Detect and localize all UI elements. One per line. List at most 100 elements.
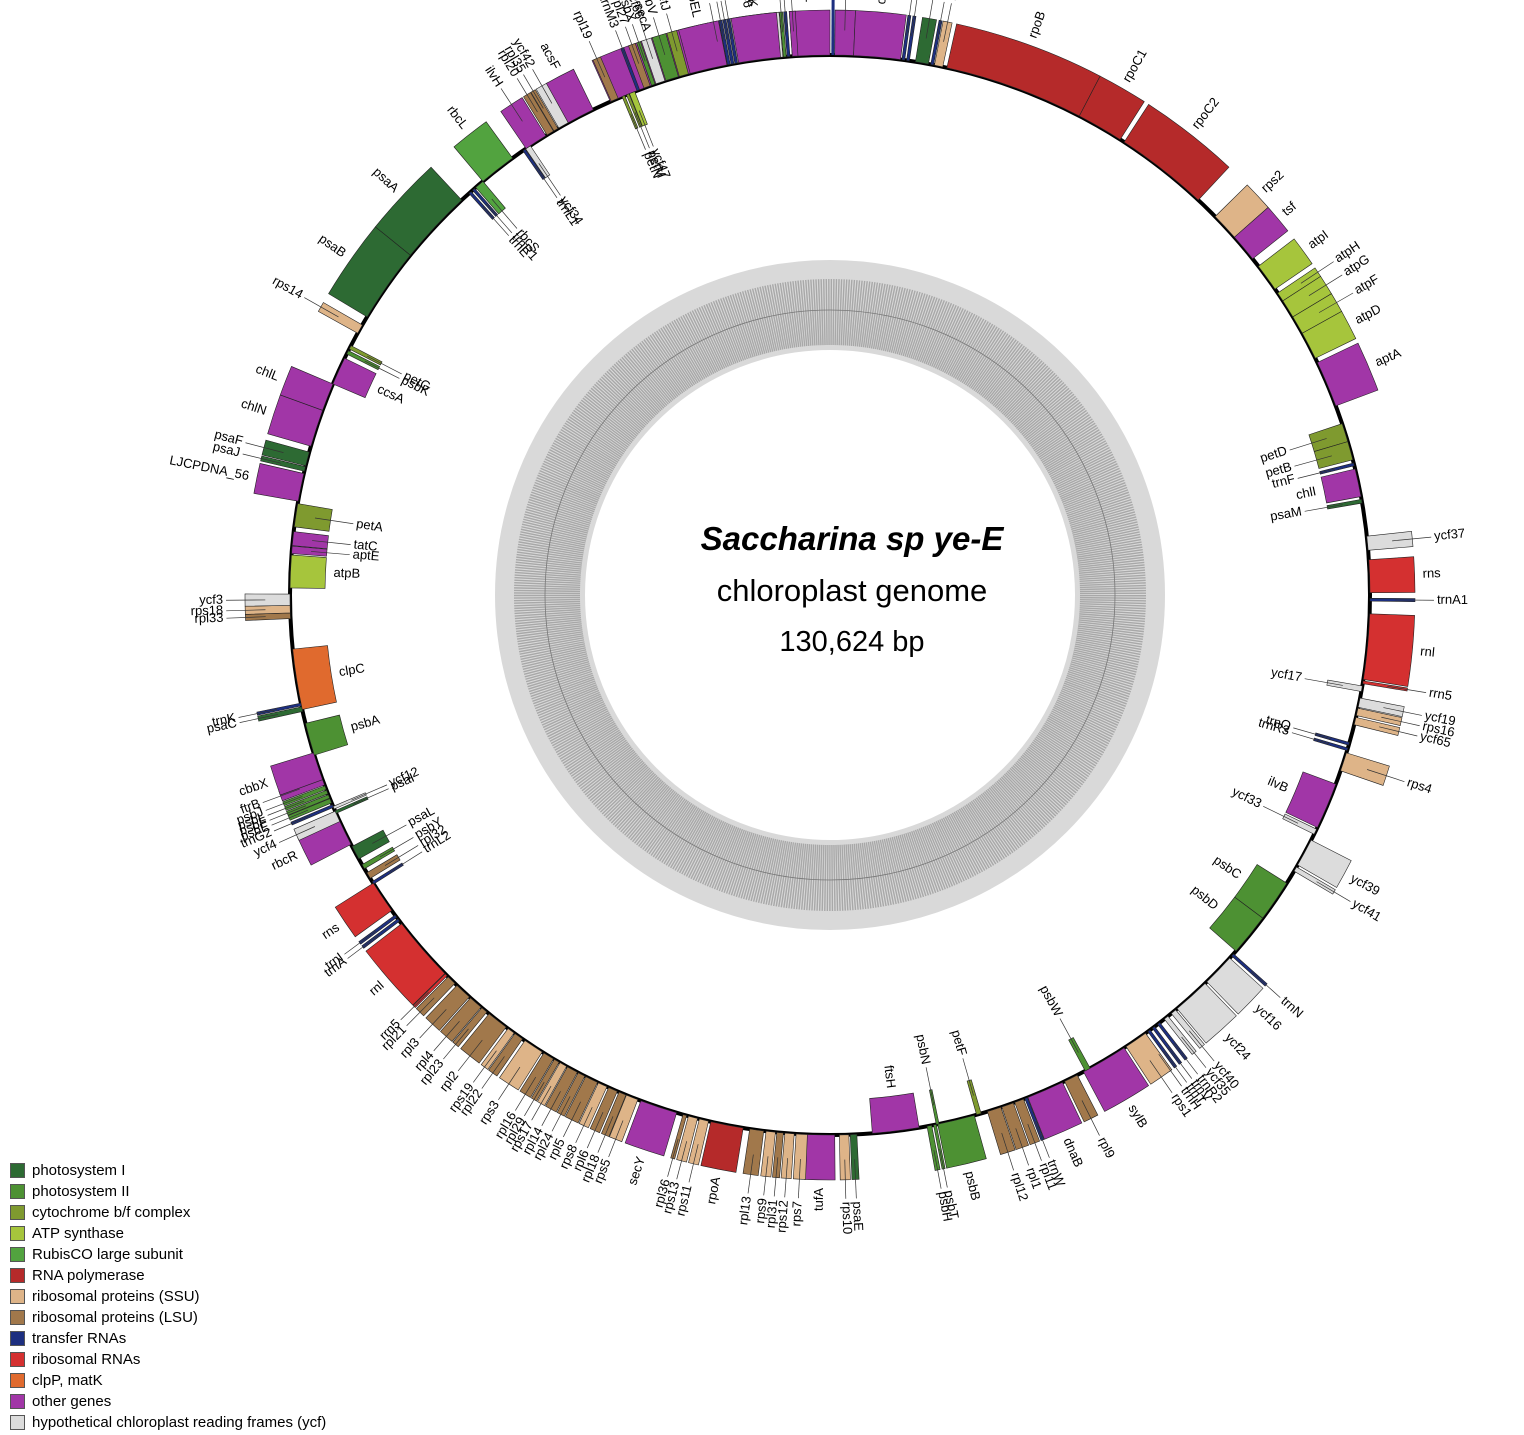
label-leader-psaM bbox=[1304, 504, 1343, 512]
gene-rpl18 bbox=[601, 1091, 627, 1138]
gene-ycf17 bbox=[1326, 679, 1363, 692]
label-leader-trnW bbox=[1034, 1121, 1050, 1158]
gene-label-ycf37: ycf37 bbox=[1433, 525, 1465, 543]
gene-psaD bbox=[915, 17, 937, 65]
label-leader-psbT bbox=[939, 1148, 948, 1188]
label-leader-rpl2 bbox=[457, 1039, 483, 1072]
label-leader-rps13 bbox=[676, 1141, 688, 1180]
label-leader-rpl24 bbox=[551, 1096, 571, 1132]
gene-label-trnA1: trnA1 bbox=[1437, 592, 1468, 607]
genome-size: 130,624 bp bbox=[779, 626, 925, 658]
gene-ycf37 bbox=[1366, 530, 1414, 551]
legend-label: transfer RNAs bbox=[32, 1330, 127, 1347]
gene-rnl bbox=[365, 923, 446, 1006]
gene-label-dnaB: dnaB bbox=[1061, 1135, 1087, 1169]
label-leader-psaJ bbox=[242, 453, 281, 464]
label-leader-psbY bbox=[379, 837, 414, 858]
legend-swatch bbox=[10, 1163, 25, 1178]
gene-ycf41 bbox=[1293, 866, 1336, 895]
gene-label-rps10: rps10 bbox=[839, 1202, 855, 1235]
label-leader-psaD bbox=[925, 0, 934, 39]
legend-item-rpo: RNA polymerase bbox=[10, 1265, 326, 1286]
gene-label-trnQ: trnQ bbox=[1264, 712, 1292, 733]
gene-rps4 bbox=[1340, 752, 1390, 786]
label-leader-rps4 bbox=[1367, 769, 1405, 782]
legend-label: cytochrome b/f complex bbox=[32, 1204, 191, 1221]
gene-petJ bbox=[666, 30, 689, 77]
legend: photosystem I photosystem II cytochrome b/… bbox=[10, 1160, 326, 1433]
legend-label: photosystem II bbox=[32, 1183, 130, 1200]
gene-label-secY: secY bbox=[625, 1154, 648, 1186]
label-leader-ycf19 bbox=[1383, 707, 1422, 716]
gene-aptE bbox=[291, 545, 328, 557]
gene-label-trnN: trnN bbox=[1278, 993, 1306, 1021]
gene-clpC bbox=[292, 645, 337, 710]
gene-rpl2 bbox=[460, 1013, 507, 1064]
gene-trnM1 bbox=[906, 15, 917, 62]
legend-swatch bbox=[10, 1331, 25, 1346]
gene-label-atpI: atpI bbox=[1305, 227, 1331, 252]
gene-label-rpl1: rpl1 bbox=[1024, 1165, 1045, 1190]
gene-label-tsf: tsf bbox=[1279, 198, 1299, 219]
gene-label-atpB: atpB bbox=[333, 565, 360, 581]
gene-label-cbbX: cbbX bbox=[237, 775, 270, 799]
gene-label-chlI: chlI bbox=[1295, 483, 1318, 502]
gene-label-ccs1: ccs1 bbox=[802, 0, 818, 3]
gene-psbW bbox=[1068, 1037, 1091, 1072]
label-leader-rpl22 bbox=[481, 1056, 505, 1089]
gene-label-ycf65: ycf65 bbox=[1419, 728, 1453, 750]
label-leader-petM bbox=[634, 112, 650, 149]
gene-petB bbox=[1313, 441, 1354, 469]
gene-atpI bbox=[1257, 238, 1313, 290]
legend-swatch bbox=[10, 1205, 25, 1220]
legend-item-cyt: cytochrome b/f complex bbox=[10, 1202, 326, 1223]
label-leader-petA bbox=[314, 517, 354, 525]
gene-label-rps20: rps20 bbox=[944, 0, 965, 2]
gene-ycf4 bbox=[293, 810, 341, 841]
label-leader-trpI bbox=[906, 0, 912, 36]
gene-aptA bbox=[1317, 342, 1379, 407]
label-leader-rbcS bbox=[491, 198, 518, 229]
label-leader-rpl6 bbox=[586, 1111, 604, 1149]
gc-content-track bbox=[514, 279, 1146, 911]
label-leader-rps1 bbox=[1149, 1060, 1173, 1093]
label-leader-tatC bbox=[312, 540, 351, 545]
legend-label: ribosomal RNAs bbox=[32, 1351, 141, 1368]
gene-trnW bbox=[1024, 1097, 1045, 1141]
gene-ccsA bbox=[332, 357, 377, 399]
gene-label-psaJ: psaJ bbox=[212, 439, 242, 460]
genome-type: chloroplast genome bbox=[716, 573, 988, 608]
gene-label-psaC: psaC bbox=[205, 715, 238, 736]
gene-ycf24 bbox=[1176, 983, 1237, 1044]
gene-rps14 bbox=[317, 302, 363, 334]
label-leader-atpG bbox=[1308, 274, 1343, 297]
gene-petA bbox=[293, 503, 333, 532]
label-leader-rps18 bbox=[226, 609, 266, 612]
gene-rps16 bbox=[1356, 707, 1403, 726]
label-leader-thiG bbox=[791, 0, 794, 32]
label-leader-trnR3 bbox=[1291, 732, 1330, 745]
label-leader-trnH bbox=[1158, 1053, 1182, 1087]
label-leader-trnM3 bbox=[615, 30, 630, 68]
gene-rnl bbox=[1363, 613, 1415, 687]
label-leader-rps16 bbox=[1381, 716, 1420, 727]
gene-label-ilvB: ilvB bbox=[1266, 773, 1291, 795]
gene-label-atpF: atpF bbox=[1351, 271, 1381, 297]
label-leader-psaF bbox=[245, 442, 284, 453]
label-leader-rps3 bbox=[498, 1066, 521, 1101]
gene-psaE bbox=[849, 1134, 860, 1180]
label-leader-trnK bbox=[238, 709, 278, 718]
gene-trnM2 bbox=[722, 18, 735, 65]
gene-rpl5 bbox=[564, 1076, 598, 1124]
label-leader-psaC bbox=[239, 714, 279, 723]
gene-ycf65 bbox=[1353, 717, 1401, 736]
label-leader-ycf40 bbox=[1188, 1030, 1215, 1062]
gene-label-psaB: psaB bbox=[316, 231, 349, 260]
label-leader-trnA bbox=[347, 934, 380, 959]
legend-item-rbc: RubisCO large subunit bbox=[10, 1244, 326, 1265]
gene-rps12 bbox=[780, 1132, 795, 1180]
gene-label-rpoC1: rpoC1 bbox=[1119, 46, 1150, 84]
label-leader-trnF bbox=[1297, 468, 1336, 479]
legend-item-clp: clpP, matK bbox=[10, 1370, 326, 1391]
legend-item-rrna: ribosomal RNAs bbox=[10, 1349, 326, 1370]
